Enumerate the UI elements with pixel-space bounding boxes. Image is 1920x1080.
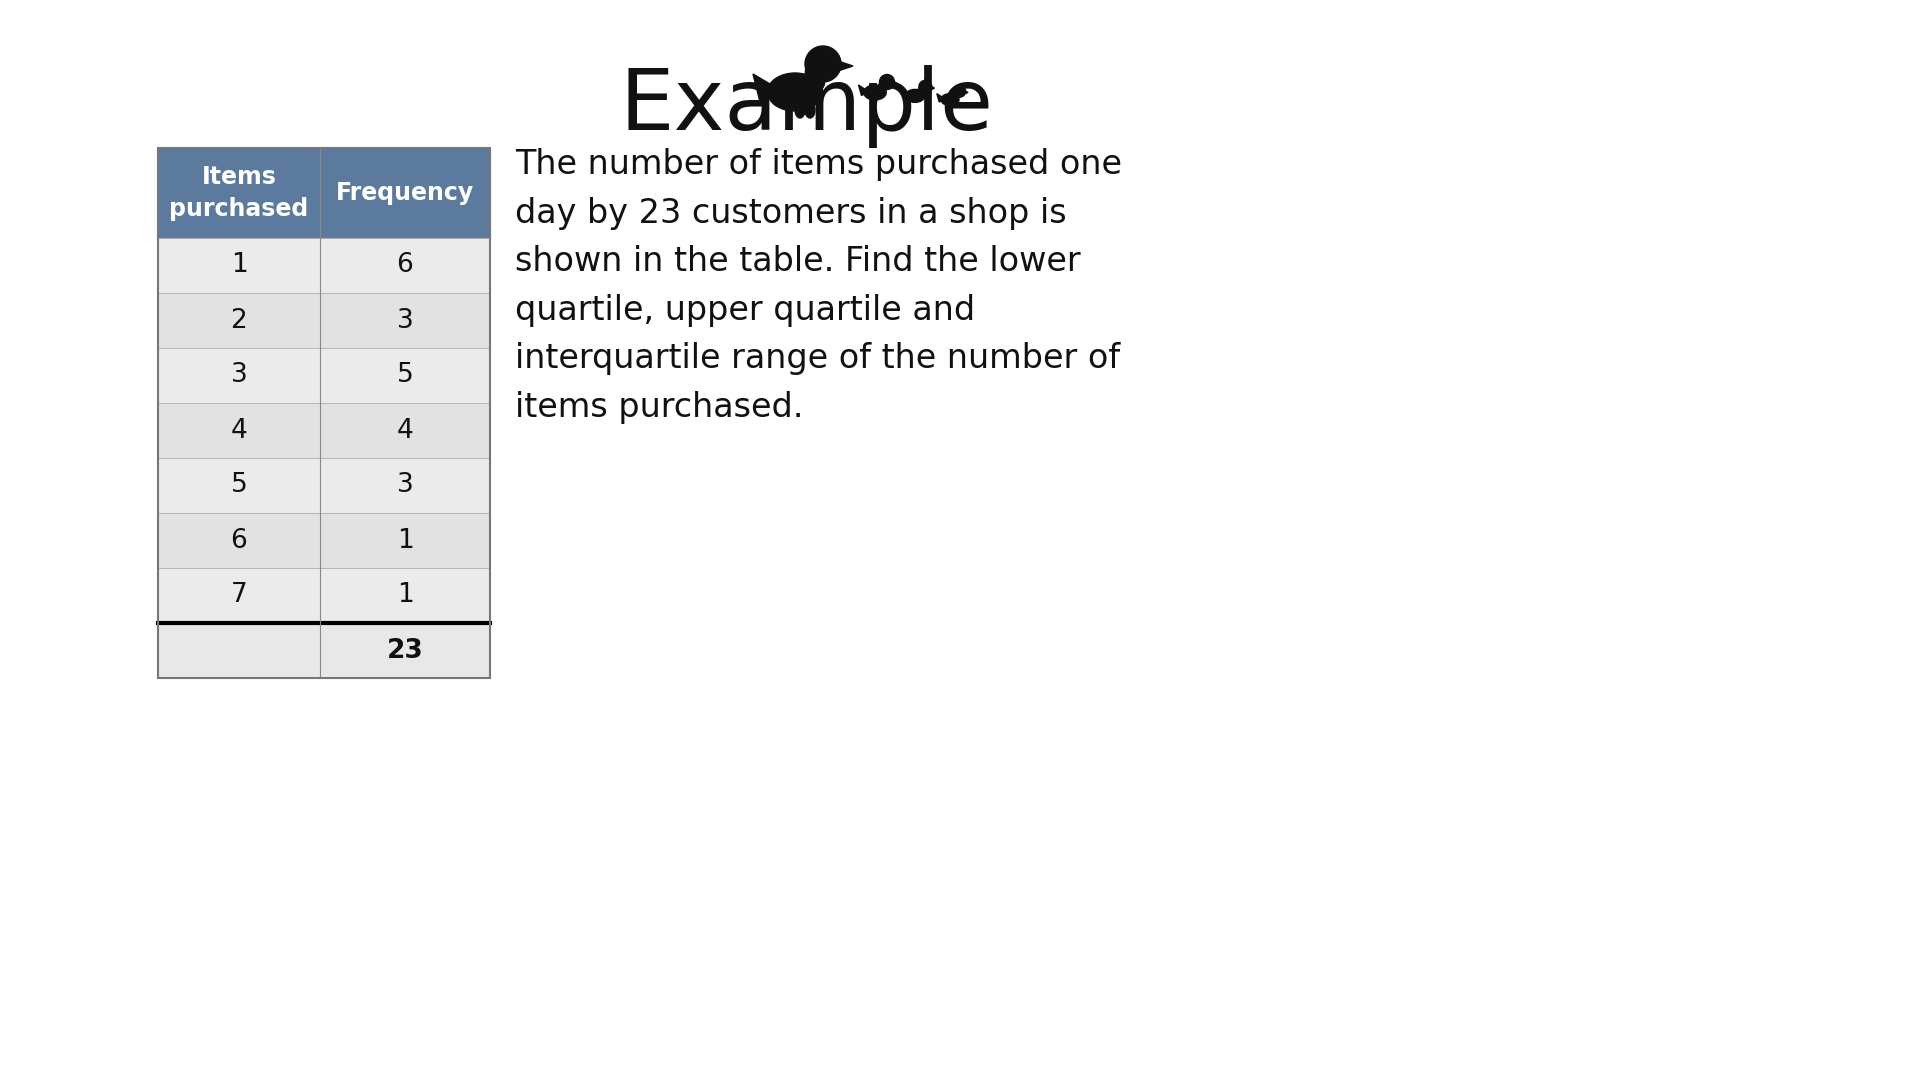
- Circle shape: [804, 46, 841, 82]
- Text: Items
purchased: Items purchased: [169, 165, 309, 220]
- Text: 1: 1: [397, 582, 413, 608]
- Bar: [157, 458, 321, 513]
- Polygon shape: [753, 75, 774, 102]
- Bar: [157, 348, 321, 403]
- Text: 5: 5: [397, 363, 413, 389]
- Bar: [157, 568, 321, 623]
- Bar: [321, 458, 490, 513]
- Bar: [157, 403, 321, 458]
- Bar: [157, 238, 321, 293]
- Bar: [321, 238, 490, 293]
- Polygon shape: [929, 85, 935, 91]
- Ellipse shape: [879, 82, 887, 93]
- Ellipse shape: [804, 102, 814, 118]
- Circle shape: [920, 80, 931, 93]
- Text: The number of items purchased one
day by 23 customers in a shop is
shown in the : The number of items purchased one day by…: [515, 148, 1121, 424]
- Ellipse shape: [918, 86, 925, 96]
- Ellipse shape: [941, 94, 958, 106]
- Ellipse shape: [864, 85, 887, 100]
- Circle shape: [879, 75, 895, 90]
- Bar: [157, 148, 490, 678]
- Ellipse shape: [904, 90, 925, 103]
- Bar: [321, 513, 490, 568]
- Text: 1: 1: [397, 527, 413, 553]
- Bar: [321, 348, 490, 403]
- Ellipse shape: [952, 92, 960, 99]
- Text: 5: 5: [230, 473, 248, 499]
- Circle shape: [954, 85, 966, 97]
- Polygon shape: [858, 85, 868, 95]
- Text: 7: 7: [230, 582, 248, 608]
- Bar: [321, 293, 490, 348]
- Text: 23: 23: [386, 637, 424, 663]
- Polygon shape: [964, 90, 968, 95]
- Text: 4: 4: [230, 418, 248, 444]
- Text: Example: Example: [620, 65, 995, 148]
- Text: 1: 1: [230, 253, 248, 279]
- Text: 6: 6: [230, 527, 248, 553]
- Text: Frequency: Frequency: [336, 181, 474, 205]
- Text: 3: 3: [230, 363, 248, 389]
- Polygon shape: [937, 94, 945, 102]
- Polygon shape: [900, 90, 908, 98]
- Polygon shape: [891, 81, 897, 86]
- Polygon shape: [835, 60, 852, 72]
- Text: 2: 2: [230, 308, 248, 334]
- Text: 3: 3: [397, 473, 413, 499]
- Text: 4: 4: [397, 418, 413, 444]
- Ellipse shape: [795, 102, 804, 118]
- Text: 3: 3: [397, 308, 413, 334]
- Ellipse shape: [768, 73, 822, 111]
- Bar: [321, 568, 490, 623]
- Text: 6: 6: [397, 253, 413, 279]
- Bar: [321, 403, 490, 458]
- Bar: [321, 623, 490, 678]
- Ellipse shape: [804, 64, 826, 91]
- Bar: [157, 623, 321, 678]
- Bar: [157, 148, 490, 238]
- Bar: [157, 293, 321, 348]
- Bar: [157, 513, 321, 568]
